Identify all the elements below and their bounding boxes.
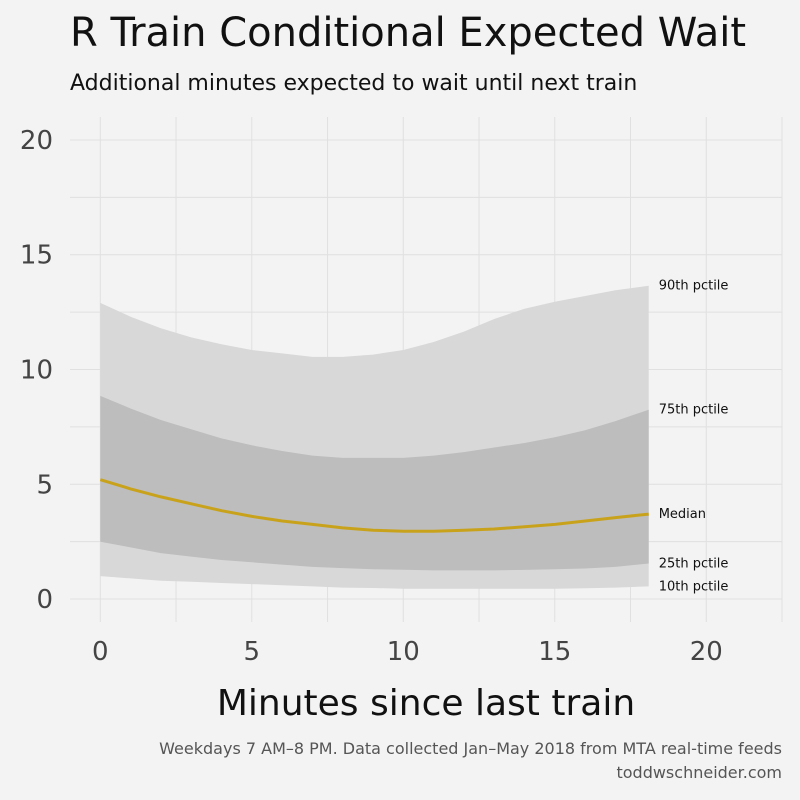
series-label: 10th pctile	[659, 579, 729, 594]
x-tick-label: 15	[538, 637, 571, 667]
band-layer	[100, 285, 649, 589]
median-line	[99, 478, 649, 533]
tick-layer: 0 5 10 15 20 0 5 10 15 20	[20, 126, 723, 667]
y-tick-label: 15	[20, 241, 53, 271]
caption: Weekdays 7 AM–8 PM. Data collected Jan–M…	[159, 737, 782, 785]
chart-title: R Train Conditional Expected Wait	[70, 10, 747, 56]
series-label: Median	[659, 507, 706, 522]
series-label: 75th pctile	[659, 403, 729, 418]
label-layer: 10th pctile 25th pctile Median 75th pctile 9…	[659, 279, 729, 595]
x-tick-label: 5	[244, 637, 261, 667]
x-tick-label: 20	[690, 637, 723, 667]
x-tick-label: 0	[92, 637, 109, 667]
chart-subtitle: Additional minutes expected to wait unti…	[70, 71, 638, 96]
caption-note: Weekdays 7 AM–8 PM. Data collected Jan–M…	[159, 739, 782, 758]
series-label: 90th pctile	[659, 279, 729, 294]
series-label: 25th pctile	[659, 556, 729, 571]
x-tick-label: 10	[387, 637, 420, 667]
y-tick-label: 20	[20, 126, 53, 156]
y-tick-label: 0	[36, 585, 53, 615]
y-tick-label: 10	[20, 356, 53, 386]
line-layer	[99, 478, 649, 533]
x-axis-label: Minutes since last train	[217, 683, 635, 724]
y-tick-label: 5	[36, 470, 53, 500]
caption-credit: toddwschneider.com	[616, 763, 782, 782]
